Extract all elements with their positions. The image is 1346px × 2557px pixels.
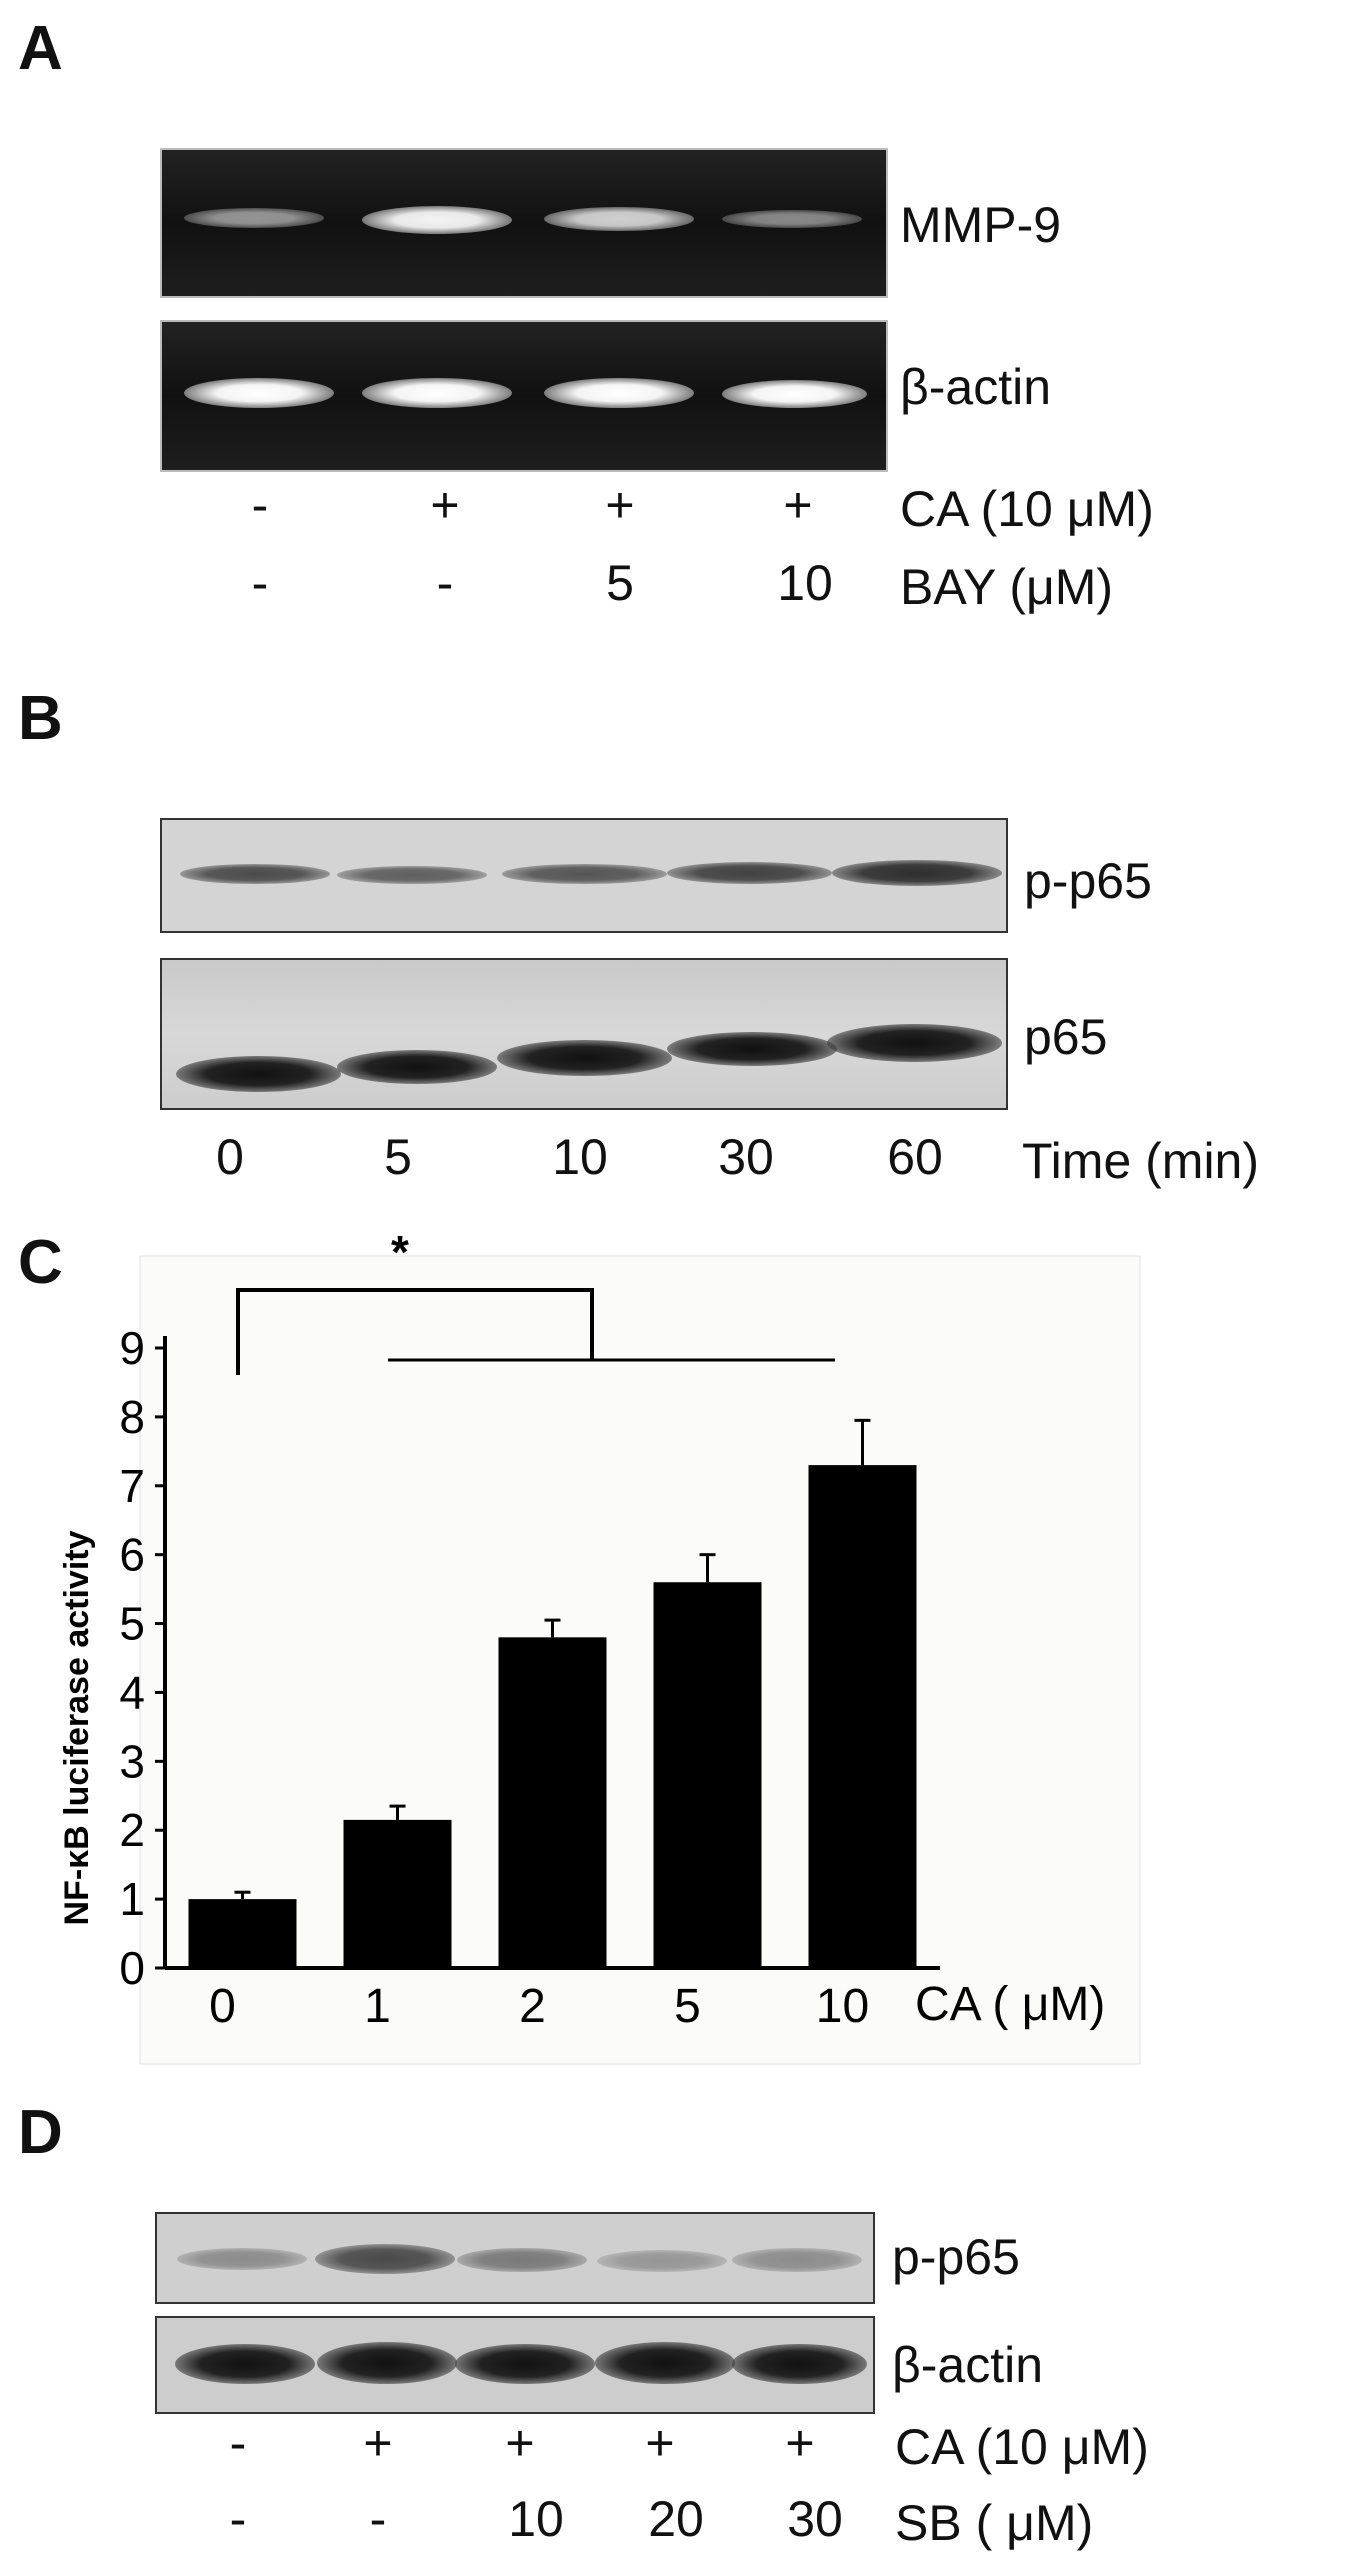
band <box>732 2344 867 2384</box>
treatment-label-ca-d: CA (10 μM) <box>895 2419 1149 2475</box>
row-label-beta-actin: β-actin <box>900 359 1052 415</box>
band <box>722 210 862 228</box>
band <box>597 2250 727 2272</box>
treatment-cell: - <box>436 555 454 611</box>
band <box>337 866 487 884</box>
y-tick-label: 3 <box>119 1735 145 1787</box>
treatment-cell: 10 <box>777 555 833 611</box>
band <box>732 2248 862 2272</box>
treatment-cell: + <box>605 477 635 533</box>
band <box>544 378 694 408</box>
bar <box>343 1819 452 1968</box>
blot-beta-actin-d <box>155 2316 875 2414</box>
row-label-p-p65-d: p-p65 <box>892 2229 1020 2285</box>
gel-mmp9 <box>160 148 888 298</box>
band <box>667 1032 837 1066</box>
panel-letter-d: D <box>18 2098 63 2167</box>
panel-letter-a: A <box>18 14 63 83</box>
treatment-cell: 30 <box>787 2491 843 2547</box>
band <box>337 1050 497 1084</box>
time-cell: 10 <box>552 1129 608 1185</box>
row-label-p65: p65 <box>1024 1009 1108 1065</box>
treatment-cell: - <box>229 2415 247 2471</box>
bar <box>188 1899 297 1968</box>
band <box>362 378 512 408</box>
treatment-cell: + <box>783 477 813 533</box>
treatment-cell: - <box>369 2491 387 2547</box>
y-tick-label: 8 <box>119 1391 145 1443</box>
treatment-cell: 20 <box>648 2491 704 2547</box>
significance-bracket <box>236 1288 594 1375</box>
band <box>827 1024 1002 1062</box>
significance-marker: * <box>391 1226 409 1278</box>
y-tick-label: 6 <box>119 1529 145 1581</box>
treatment-cell: - <box>229 2491 247 2547</box>
bar <box>808 1465 917 1968</box>
x-tick-label: 1 <box>364 1980 391 2033</box>
treatment-cell: - <box>251 555 269 611</box>
x-tick-label: 10 <box>816 1980 869 2033</box>
row-label-p-p65: p-p65 <box>1024 853 1152 909</box>
band <box>497 1040 672 1076</box>
treatment-cell: 5 <box>606 555 634 611</box>
treatment-cell: + <box>645 2415 675 2471</box>
y-tick-label: 1 <box>119 1873 145 1925</box>
treatment-label-bay: BAY (μM) <box>900 559 1114 615</box>
band <box>544 207 694 231</box>
band <box>176 1056 341 1092</box>
treatment-cell: + <box>430 477 460 533</box>
treatment-cell: 10 <box>508 2491 564 2547</box>
treatment-label-ca: CA (10 μM) <box>900 481 1154 537</box>
band <box>180 864 330 884</box>
band <box>184 208 324 228</box>
panel-letter-c: C <box>18 1228 63 1297</box>
band <box>722 380 867 408</box>
blot-p-p65 <box>160 818 1008 933</box>
band <box>832 860 1002 886</box>
y-tick-label: 4 <box>119 1666 145 1718</box>
band <box>177 2248 307 2270</box>
y-tick-label: 2 <box>119 1804 145 1856</box>
time-cell: 5 <box>384 1129 412 1185</box>
x-tick-label: 2 <box>519 1980 546 2033</box>
treatment-cell: + <box>505 2415 535 2471</box>
treatment-cell: + <box>785 2415 815 2471</box>
x-axis-label: CA ( μM) <box>915 1978 1105 2031</box>
bar <box>498 1637 607 1968</box>
bar-chart: 0 1 2 3 4 5 6 7 8 9 0 1 2 5 10 * NF-κB luciferase act… <box>58 1226 1141 2065</box>
time-cell: 60 <box>887 1129 943 1185</box>
y-tick-label: 0 <box>119 1942 145 1994</box>
band <box>595 2342 735 2384</box>
bar <box>653 1582 762 1968</box>
gel-beta-actin <box>160 320 888 472</box>
x-tick-label: 0 <box>209 1980 236 2033</box>
y-tick-label: 5 <box>119 1598 145 1650</box>
band <box>315 2244 455 2274</box>
band <box>175 2344 315 2384</box>
y-tick-label: 7 <box>119 1460 145 1512</box>
x-tick-label: 5 <box>674 1980 701 2033</box>
band <box>362 206 512 234</box>
blot-p-p65-d <box>155 2212 875 2304</box>
chart-background <box>139 1255 1141 2065</box>
row-label-beta-actin-d: β-actin <box>892 2337 1044 2393</box>
time-cell: 30 <box>718 1129 774 1185</box>
treatment-cell: + <box>363 2415 393 2471</box>
band <box>502 864 667 884</box>
row-label-mmp9: MMP-9 <box>900 197 1062 253</box>
blot-p65 <box>160 958 1008 1110</box>
treatment-cell: - <box>251 477 269 533</box>
band <box>457 2248 587 2272</box>
band <box>317 2342 457 2384</box>
y-tick-label: 9 <box>119 1322 145 1374</box>
time-label: Time (min) <box>1022 1133 1260 1189</box>
treatment-label-sb: SB ( μM) <box>895 2495 1094 2551</box>
time-cell: 0 <box>216 1129 244 1185</box>
band <box>667 862 832 884</box>
band <box>184 378 334 408</box>
panel-letter-b: B <box>18 684 63 753</box>
y-axis-label: NF-κB luciferase activity <box>58 1530 96 1925</box>
band <box>455 2344 595 2384</box>
